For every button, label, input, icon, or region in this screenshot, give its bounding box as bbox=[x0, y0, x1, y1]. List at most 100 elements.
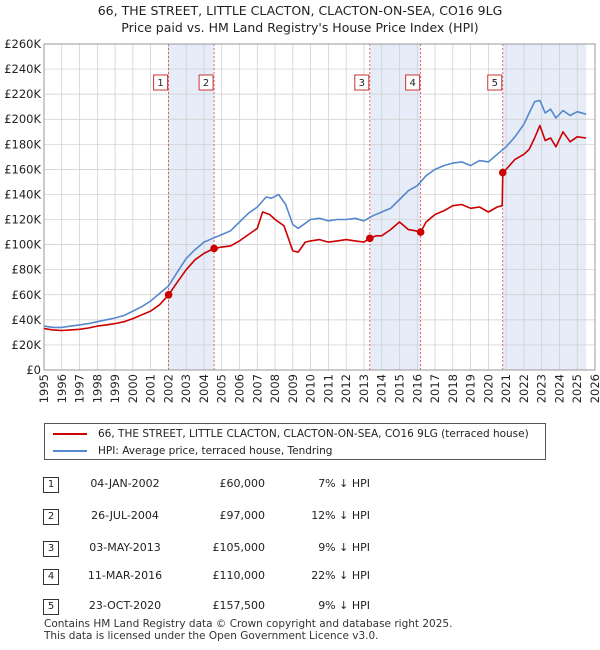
price-paid-line bbox=[43, 124, 587, 332]
sale-marker-label: 2 bbox=[203, 78, 209, 89]
sale-marker-label: 1 bbox=[157, 78, 163, 89]
sale-hpi-diff: 9% ↓ HPI bbox=[318, 599, 370, 612]
x-tick-label: 2012 bbox=[339, 374, 353, 403]
x-tick-label: 2019 bbox=[464, 374, 478, 403]
table-row: 3 03-MAY-2013 £105,000 9% ↓ HPI bbox=[0, 538, 600, 560]
x-tick-label: 2008 bbox=[268, 374, 282, 403]
sale-number-badge: 1 bbox=[43, 477, 59, 493]
y-tick-label: £240K bbox=[4, 62, 41, 76]
sale-points bbox=[164, 168, 507, 299]
sale-hpi-diff: 9% ↓ HPI bbox=[318, 541, 370, 554]
y-tick-label: £160K bbox=[4, 162, 41, 176]
x-tick-label: 1999 bbox=[108, 374, 122, 403]
y-tick-label: £140K bbox=[4, 187, 41, 201]
plot-frame bbox=[43, 43, 596, 371]
x-tick-label: 1995 bbox=[37, 374, 51, 403]
sale-date: 26-JUL-2004 bbox=[91, 509, 159, 522]
sale-marker-label: 3 bbox=[359, 78, 365, 89]
x-tick-label: 1998 bbox=[90, 374, 104, 403]
shaded-ranges bbox=[168, 44, 587, 370]
y-tick-label: £200K bbox=[4, 112, 41, 126]
series-lines bbox=[43, 99, 587, 332]
sale-number-badge: 5 bbox=[43, 599, 59, 615]
x-tick-label: 2017 bbox=[428, 374, 442, 403]
sale-number-badge: 2 bbox=[43, 509, 59, 525]
x-tick-label: 2009 bbox=[286, 374, 300, 403]
x-tick-label: 2022 bbox=[517, 374, 531, 403]
sale-marker-box bbox=[405, 74, 421, 91]
sale-date: 11-MAR-2016 bbox=[87, 569, 163, 582]
x-tick-label: 2001 bbox=[144, 374, 158, 403]
sale-marker-label: 4 bbox=[409, 78, 415, 89]
x-tick-label: 2014 bbox=[375, 374, 389, 403]
y-tick-label: £20K bbox=[12, 338, 42, 352]
sale-marker-label: 5 bbox=[492, 78, 498, 89]
sale-point bbox=[164, 290, 173, 299]
y-tick-label: £260K bbox=[4, 37, 41, 51]
x-axis-ticks: 1995 1996 1997 1998 1999 2000 2001 2002 2003 2004… bbox=[37, 374, 600, 403]
sale-point bbox=[366, 234, 374, 243]
footer: Contains HM Land Registry data © Crown c… bbox=[44, 618, 452, 642]
hpi-line bbox=[43, 99, 587, 329]
x-tick-label: 2025 bbox=[570, 374, 584, 403]
shaded-range bbox=[168, 44, 215, 370]
legend-label-hpi: HPI: Average price, terraced house, Tend… bbox=[98, 445, 333, 457]
y-tick-label: £40K bbox=[12, 313, 42, 327]
y-axis-ticks: £0 £20K £40K £60K £80K £100K £120K £140K £160K £1… bbox=[4, 37, 41, 377]
sale-date: 04-JAN-2002 bbox=[90, 477, 160, 490]
x-tick-label: 2003 bbox=[179, 374, 193, 403]
sale-price: £97,000 bbox=[219, 509, 266, 522]
legend-label-price: 66, THE STREET, LITTLE CLACTON, CLACTON-… bbox=[98, 428, 529, 440]
x-tick-label: 2007 bbox=[250, 374, 264, 403]
y-tick-label: £220K bbox=[4, 87, 41, 101]
x-tick-label: 2024 bbox=[552, 374, 566, 403]
sale-hpi-diff: 7% ↓ HPI bbox=[318, 477, 370, 490]
sale-date: 23-OCT-2020 bbox=[88, 599, 162, 612]
y-tick-label: £100K bbox=[4, 238, 41, 252]
sale-marker-box bbox=[153, 74, 169, 91]
shaded-range bbox=[502, 44, 587, 370]
sale-number-badge: 3 bbox=[43, 541, 59, 557]
legend-swatch-hpi bbox=[53, 450, 87, 452]
sale-hpi-diff: 22% ↓ HPI bbox=[311, 569, 370, 582]
sale-price: £105,000 bbox=[212, 541, 266, 554]
sale-price: £110,000 bbox=[212, 569, 266, 582]
footer-license: This data is licensed under the Open Gov… bbox=[44, 630, 379, 642]
sale-point bbox=[416, 228, 425, 236]
x-tick-label: 2006 bbox=[233, 374, 247, 403]
x-tick-label: 1997 bbox=[73, 374, 87, 403]
table-row: 4 11-MAR-2016 £110,000 22% ↓ HPI bbox=[0, 566, 600, 588]
sale-marker-boxes: 1 2 3 4 5 bbox=[153, 74, 503, 91]
x-tick-label: 2005 bbox=[215, 374, 229, 403]
y-tick-label: £120K bbox=[4, 213, 41, 227]
sale-marker-box bbox=[198, 74, 214, 91]
x-tick-label: 2020 bbox=[481, 374, 495, 403]
sale-price: £60,000 bbox=[219, 477, 266, 490]
x-tick-label: 2011 bbox=[321, 374, 335, 403]
shaded-range bbox=[369, 44, 421, 370]
x-tick-label: 2004 bbox=[197, 374, 211, 403]
y-tick-label: £80K bbox=[12, 263, 42, 277]
chart-title-line1: 66, THE STREET, LITTLE CLACTON, CLACTON-… bbox=[97, 3, 503, 18]
sale-marker-box bbox=[354, 74, 370, 91]
sale-point bbox=[210, 244, 218, 253]
x-tick-label: 2015 bbox=[392, 374, 406, 403]
legend: 66, THE STREET, LITTLE CLACTON, CLACTON-… bbox=[44, 423, 546, 460]
y-tick-label: £180K bbox=[4, 137, 41, 151]
legend-swatch-price bbox=[53, 433, 87, 435]
sale-date: 03-MAY-2013 bbox=[89, 541, 161, 554]
y-tick-label: £0 bbox=[26, 363, 41, 377]
x-tick-label: 2000 bbox=[126, 374, 140, 403]
x-tick-label: 2010 bbox=[304, 374, 318, 403]
x-tick-label: 2026 bbox=[588, 374, 600, 403]
sale-marker-box bbox=[487, 74, 503, 91]
chart-title-line2: Price paid vs. HM Land Registry's House … bbox=[121, 20, 479, 35]
table-row: 1 04-JAN-2002 £60,000 7% ↓ HPI bbox=[0, 474, 600, 496]
x-tick-label: 2023 bbox=[535, 374, 549, 403]
x-tick-label: 2002 bbox=[161, 374, 175, 403]
table-row: 2 26-JUL-2004 £97,000 12% ↓ HPI bbox=[0, 506, 600, 528]
table-row: 5 23-OCT-2020 £157,500 9% ↓ HPI bbox=[0, 596, 600, 618]
x-tick-label: 2018 bbox=[446, 374, 460, 403]
footer-copyright: Contains HM Land Registry data © Crown c… bbox=[44, 618, 453, 630]
